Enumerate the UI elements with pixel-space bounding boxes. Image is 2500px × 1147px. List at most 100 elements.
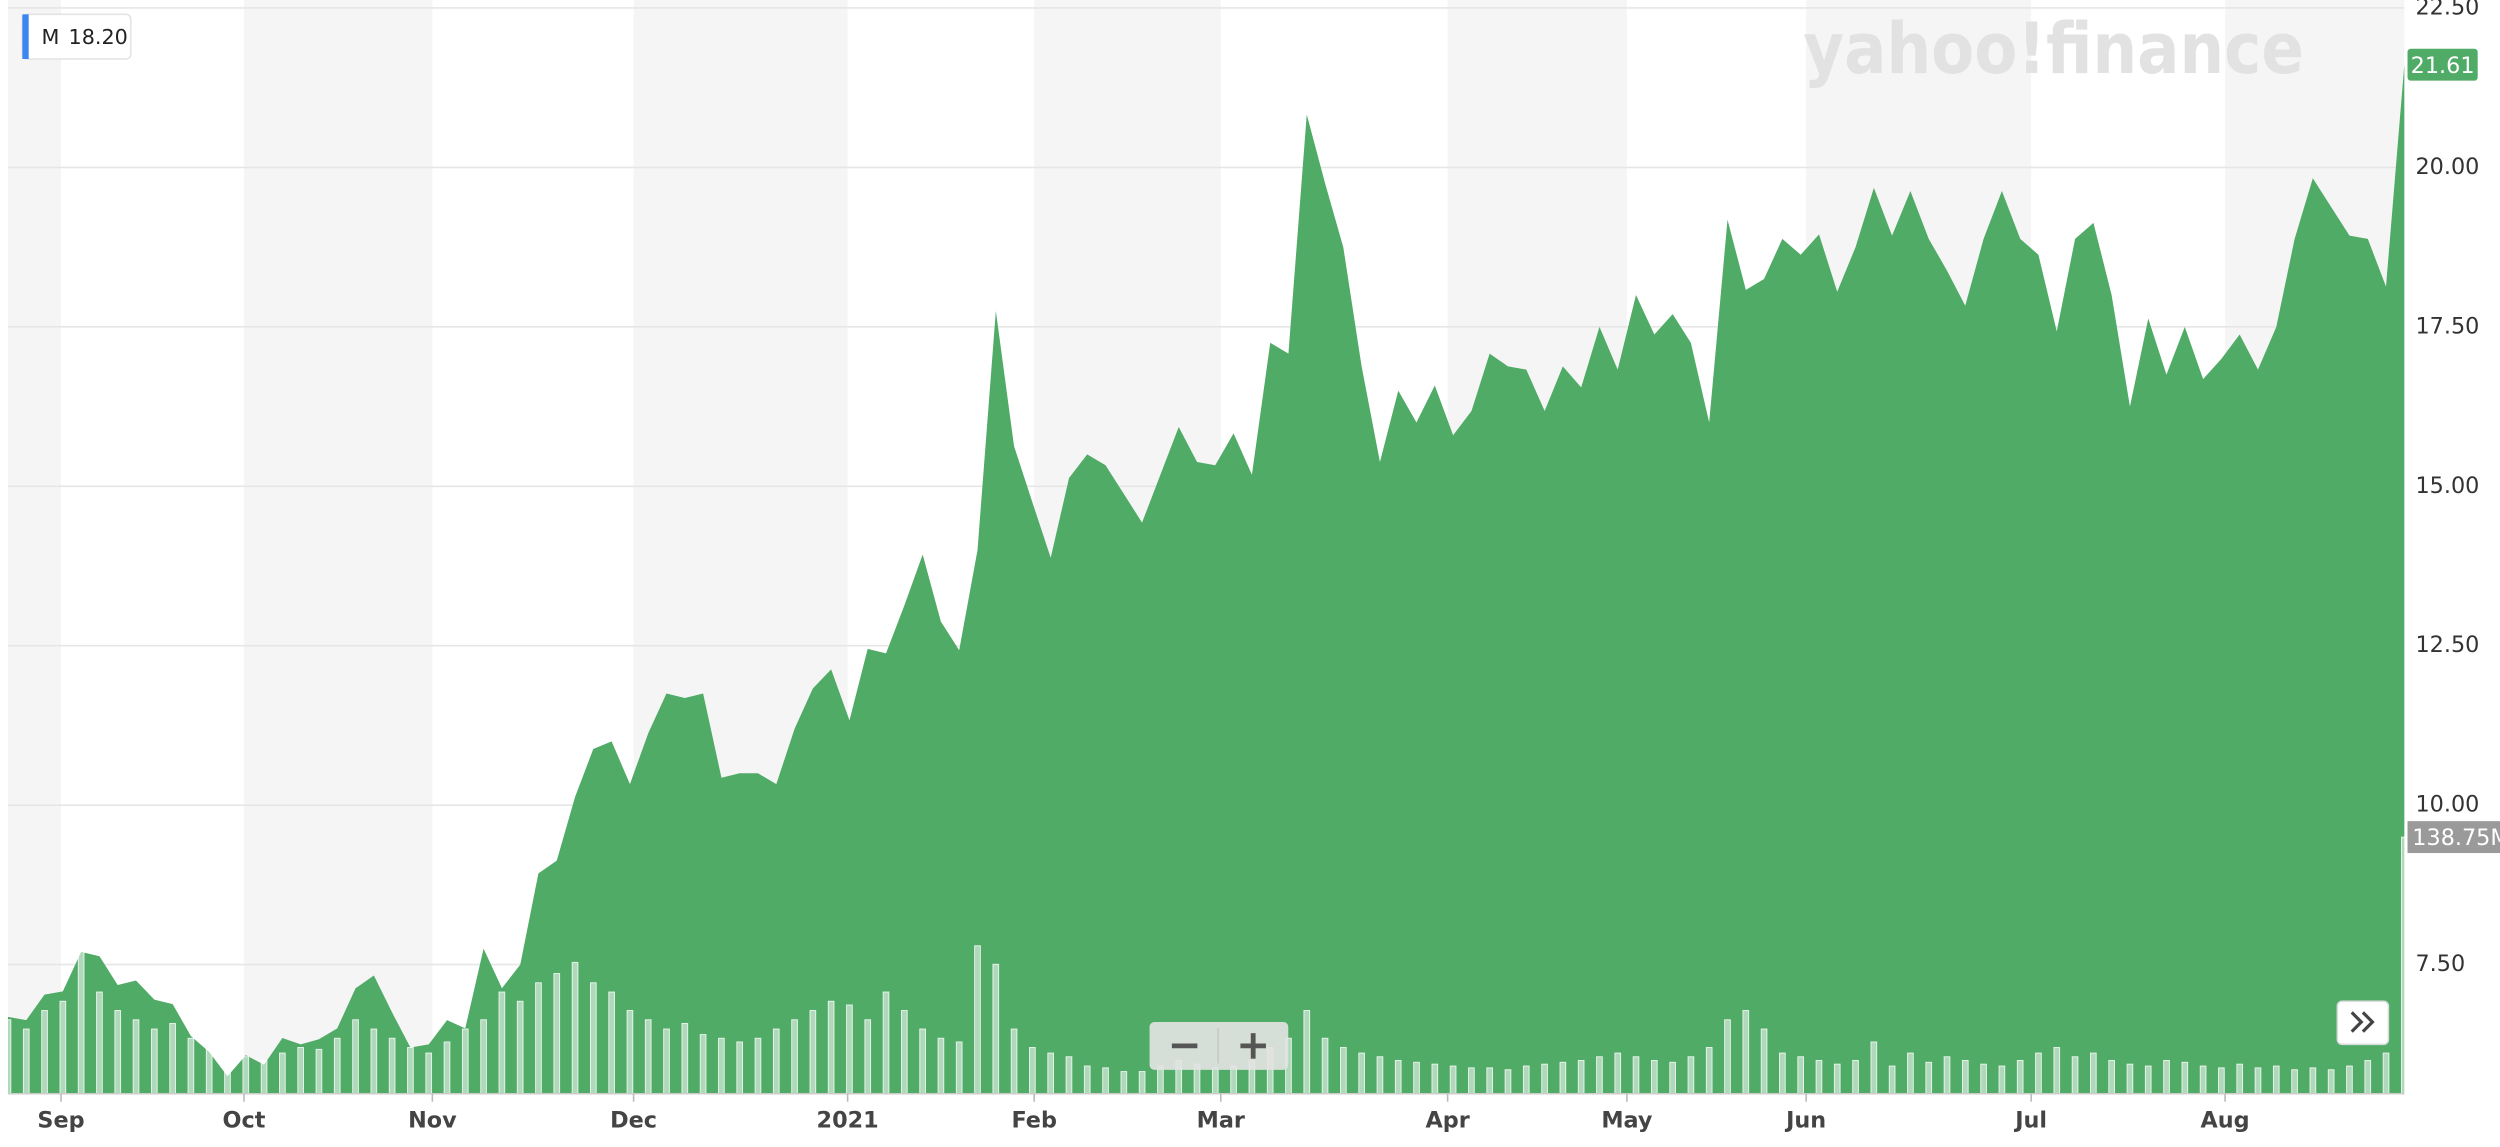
volume-bar xyxy=(827,1000,835,1095)
volume-bar xyxy=(809,1010,817,1095)
readout-name: M xyxy=(41,25,59,49)
volume-bar xyxy=(425,1052,433,1095)
volume-bar xyxy=(205,1041,213,1095)
volume-bar xyxy=(2071,1056,2079,1095)
volume-bar xyxy=(626,1010,634,1095)
volume-bar xyxy=(1340,1047,1347,1095)
volume-bar xyxy=(2144,1065,2152,1095)
volume-bar xyxy=(1888,1065,1896,1095)
y-tick-label: 7.50 xyxy=(2415,951,2465,977)
volume-bar xyxy=(2163,1059,2170,1095)
volume-bar xyxy=(2053,1047,2061,1095)
y-tick-label: 12.50 xyxy=(2415,632,2479,658)
volume-bar xyxy=(2400,836,2408,1095)
volume-bar xyxy=(1230,1065,1237,1095)
volume-bar xyxy=(1138,1071,1146,1095)
volume-bar xyxy=(1010,1028,1018,1095)
volume-bar xyxy=(2291,1069,2298,1095)
volume-bar xyxy=(571,961,579,1095)
volume-bar xyxy=(1742,1010,1750,1095)
volume-bar xyxy=(297,1047,305,1095)
volume-bar xyxy=(1486,1067,1494,1095)
volume-bar xyxy=(2126,1063,2134,1095)
volume-bar xyxy=(1724,1019,1731,1095)
volume-bar xyxy=(1120,1071,1128,1095)
volume-bar xyxy=(846,1004,853,1095)
x-tick-label: Jun xyxy=(1784,1107,1826,1133)
price-area xyxy=(7,64,2405,1094)
volume-bar xyxy=(132,1019,140,1095)
volume-bar xyxy=(864,1019,872,1095)
scroll-icon xyxy=(2350,1011,2375,1033)
volume-bar xyxy=(1943,1056,1951,1095)
volume-bar xyxy=(1504,1069,1512,1095)
volume-bar xyxy=(919,1028,926,1095)
volume-bar xyxy=(1468,1067,1475,1095)
volume-bar xyxy=(279,1052,286,1095)
volume-bar xyxy=(260,1059,268,1095)
volume-bar xyxy=(224,1047,231,1095)
volume-bar xyxy=(1705,1047,1713,1095)
volume-bar xyxy=(2218,1067,2225,1095)
volume-bar xyxy=(1449,1065,1457,1095)
volume-bar xyxy=(1797,1056,1805,1095)
readout-color-bar xyxy=(22,14,29,59)
zoom-controls[interactable] xyxy=(1149,1022,1289,1070)
volume-bar xyxy=(1833,1063,1841,1095)
volume-bar xyxy=(443,1041,451,1095)
last-price-label: 21.61 xyxy=(2411,53,2475,79)
volume-bar xyxy=(59,1000,67,1095)
volume-bar xyxy=(1907,1052,1914,1095)
volume-bar xyxy=(114,1010,122,1095)
volume-bar xyxy=(2272,1065,2280,1095)
scroll-button[interactable] xyxy=(2336,1000,2390,1046)
y-tick-label: 15.00 xyxy=(2415,473,2479,499)
x-tick-label: 2021 xyxy=(817,1107,879,1133)
volume-bar xyxy=(4,1019,12,1095)
x-tick-label: Sep xyxy=(37,1107,84,1133)
volume-bar xyxy=(1596,1056,1603,1095)
volume-bar xyxy=(1577,1059,1585,1095)
last-price-box xyxy=(2407,48,2478,81)
volume-bar xyxy=(22,1028,30,1095)
volume-bar xyxy=(644,1019,652,1095)
x-tick-label: May xyxy=(1601,1107,1653,1133)
volume-bar xyxy=(2181,1061,2189,1095)
y-tick-label: 20.00 xyxy=(2415,154,2479,180)
volume-bar xyxy=(1687,1056,1695,1095)
volume-bar xyxy=(388,1037,396,1095)
volume-bar xyxy=(480,1019,487,1095)
volume-bar xyxy=(772,1028,780,1095)
volume-bar xyxy=(461,1028,469,1095)
volume-bar xyxy=(407,1047,414,1095)
volume-bar xyxy=(1157,1065,1164,1095)
volume-bar xyxy=(718,1037,725,1095)
watermark: yahoo!finance xyxy=(1803,8,2304,90)
volume-bar xyxy=(1925,1061,1933,1095)
month-band xyxy=(243,0,433,1094)
scroll-box[interactable] xyxy=(2336,1000,2390,1046)
volume-bar xyxy=(2364,1059,2372,1095)
y-tick-label: 17.50 xyxy=(2415,313,2479,339)
volume-bar xyxy=(699,1034,707,1095)
volume-bar xyxy=(974,945,981,1095)
volume-bar xyxy=(1650,1059,1658,1095)
volume-bar xyxy=(1358,1052,1365,1095)
volume-bar xyxy=(516,1000,524,1095)
volume-bar xyxy=(1870,1041,1878,1095)
volume-bar xyxy=(1394,1059,1402,1095)
y-tick-label: 10.00 xyxy=(2415,792,2479,818)
x-tick-label: Apr xyxy=(1425,1107,1469,1133)
volume-bar xyxy=(900,1010,908,1095)
volume-bar xyxy=(242,1056,250,1095)
x-tick-label: Oct xyxy=(223,1107,266,1133)
volume-bar xyxy=(1614,1052,1622,1095)
x-tick-label: Feb xyxy=(1011,1107,1056,1133)
volume-bar xyxy=(352,1019,359,1095)
volume-bar xyxy=(2327,1069,2335,1095)
x-tick-label: Aug xyxy=(2201,1107,2250,1133)
y-tick-label: 22.50 xyxy=(2415,0,2479,20)
